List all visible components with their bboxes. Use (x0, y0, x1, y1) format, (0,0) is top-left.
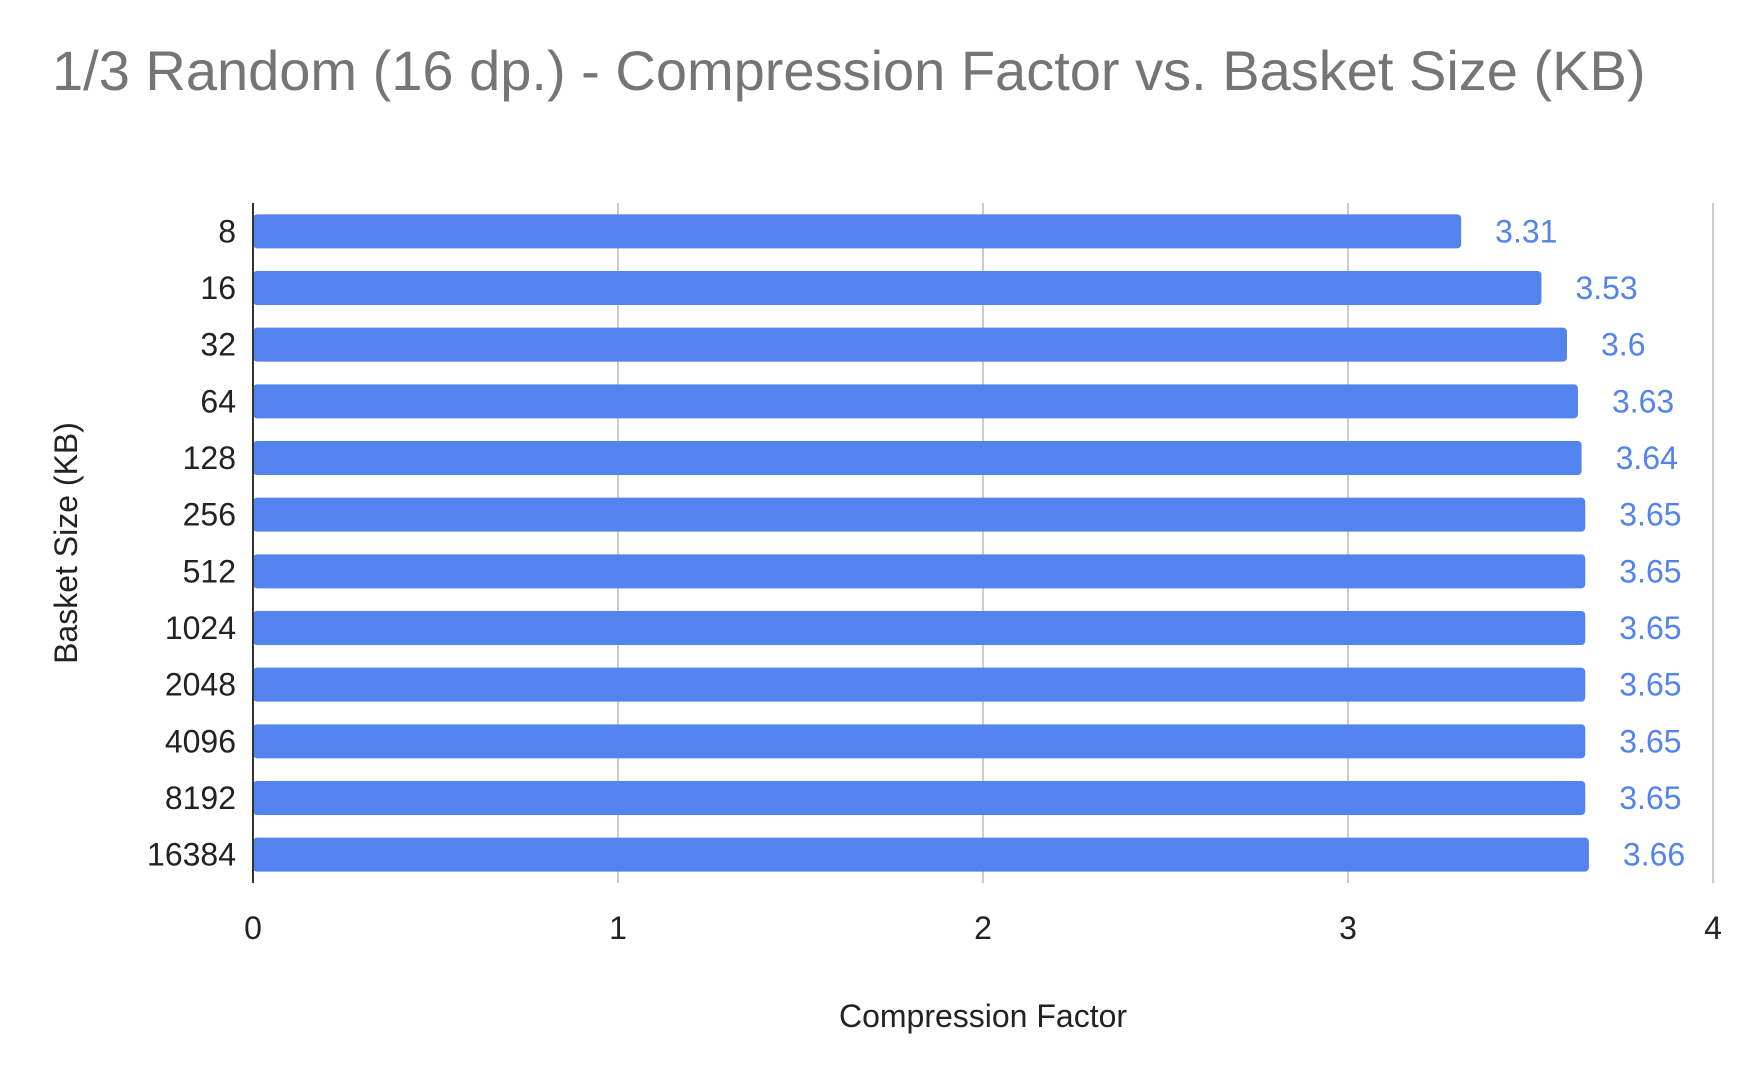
chart-title: 1/3 Random (16 dp.) - Compression Factor… (52, 39, 1646, 102)
y-tick-label: 1024 (165, 610, 236, 646)
y-tick-label: 4096 (165, 723, 236, 759)
bars (253, 214, 1589, 872)
data-label: 3.64 (1616, 440, 1678, 476)
x-tick-label: 1 (609, 910, 627, 946)
bar (253, 781, 1586, 815)
bar (253, 837, 1589, 872)
data-label: 3.63 (1612, 383, 1674, 419)
y-tick-label: 64 (200, 383, 236, 419)
y-tick-label: 8 (218, 213, 236, 249)
y-tick-label: 128 (183, 440, 236, 476)
y-tick-label: 8192 (165, 780, 236, 816)
x-tick-label: 2 (974, 910, 992, 946)
data-label: 3.65 (1619, 553, 1681, 589)
data-label: 3.65 (1619, 667, 1681, 703)
bar (253, 441, 1582, 475)
data-label: 3.53 (1575, 270, 1637, 306)
bar (253, 611, 1586, 645)
bar (253, 497, 1586, 532)
y-axis-title: Basket Size (KB) (48, 422, 84, 664)
y-tick-label: 32 (200, 327, 236, 363)
y-tick-label: 2048 (165, 667, 236, 703)
data-label: 3.6 (1601, 327, 1645, 363)
data-label: 3.65 (1619, 497, 1681, 533)
gridlines (617, 203, 1714, 883)
y-tick-label: 16 (200, 270, 236, 306)
data-labels: 3.31 3.53 3.6 3.63 3.64 3.65 3.65 3.65 3.65 3.65 3… (1495, 213, 1685, 872)
data-label: 3.65 (1619, 723, 1681, 759)
bar (253, 667, 1586, 702)
y-tick-label: 256 (183, 497, 236, 533)
x-axis-title: Compression Factor (839, 998, 1127, 1034)
bar (253, 214, 1462, 249)
y-tick-label: 16384 (147, 837, 236, 873)
y-tick-label: 512 (183, 553, 236, 589)
data-label: 3.31 (1495, 213, 1557, 249)
x-tick-label: 4 (1704, 910, 1722, 946)
y-tick-labels: 8 16 32 64 128 256 512 1024 2048 4096 8192 16384 (147, 213, 236, 872)
data-label: 3.65 (1619, 610, 1681, 646)
bar (253, 724, 1586, 759)
x-tick-labels: 0 1 2 3 4 (244, 910, 1722, 946)
bar (253, 554, 1586, 589)
bar (253, 384, 1578, 419)
data-label: 3.66 (1623, 837, 1685, 873)
data-label: 3.65 (1619, 780, 1681, 816)
bar (253, 327, 1567, 362)
bar (253, 271, 1542, 305)
x-tick-label: 0 (244, 910, 262, 946)
x-tick-label: 3 (1339, 910, 1357, 946)
